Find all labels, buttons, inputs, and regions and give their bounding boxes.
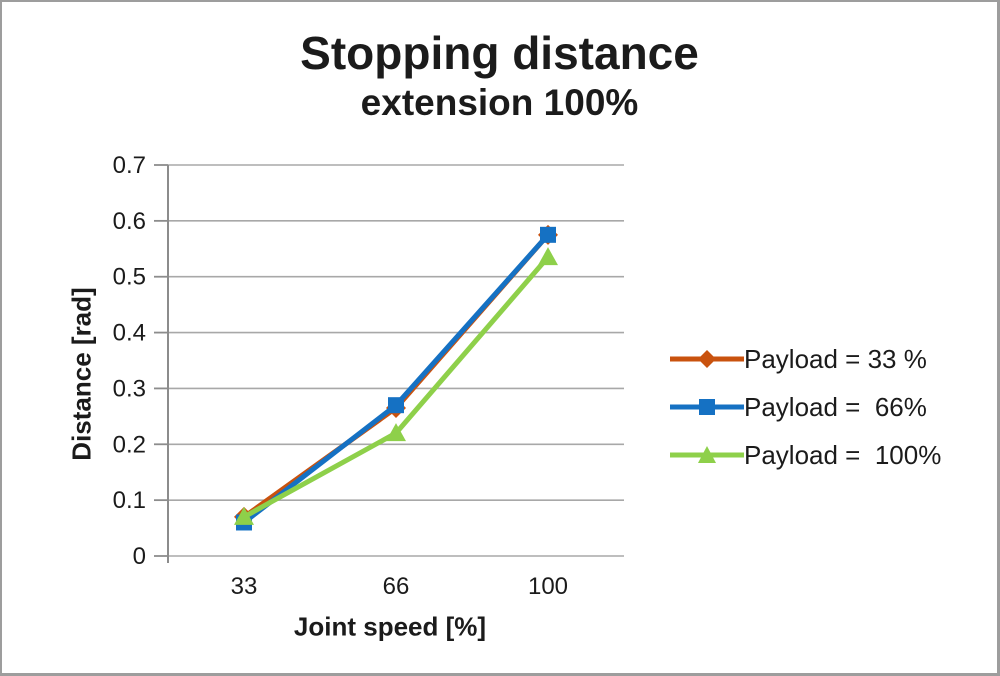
triangle-marker: [538, 247, 558, 266]
x-tick-label: 33: [231, 573, 258, 600]
legend-item: Payload = 66%: [670, 392, 941, 422]
triangle-marker: [234, 506, 254, 525]
y-tick-label: 0.3: [113, 375, 146, 402]
diamond-marker: [538, 224, 558, 245]
legend-triangle-marker: [698, 446, 716, 463]
legend-diamond-marker: [698, 350, 716, 368]
legend-square-swatch-icon: [670, 399, 744, 415]
legend-label: Payload = 100%: [744, 439, 942, 470]
y-tick-label: 0.4: [113, 320, 146, 347]
y-axis-title: Distance [rad]: [66, 287, 97, 461]
series-line-0: [242, 233, 550, 519]
y-tick-label: 0.5: [113, 264, 146, 291]
legend-diamond-swatch-icon: [670, 350, 744, 368]
series-line-1: [242, 233, 550, 525]
y-tick-label: 0.1: [113, 487, 146, 514]
series-line-2: [242, 255, 550, 520]
square-marker: [388, 397, 404, 414]
x-tick-label: 66: [383, 573, 410, 600]
square-marker: [236, 514, 252, 531]
diamond-marker: [234, 506, 254, 527]
chart-title: Stopping distance: [300, 27, 699, 79]
square-marker: [540, 226, 556, 243]
legend-square-marker: [699, 399, 715, 415]
legend-item: Payload = 33 %: [670, 344, 941, 374]
triangle-marker: [386, 423, 406, 442]
legend-label: Payload = 66%: [744, 391, 927, 422]
x-tick-label: 100: [528, 573, 568, 600]
legend-triangle-swatch-icon: [670, 446, 744, 463]
y-tick-label: 0.6: [113, 208, 146, 235]
y-tick-label: 0.7: [113, 152, 146, 179]
y-tick-label: 0.2: [113, 431, 146, 458]
diamond-marker: [386, 397, 406, 418]
y-tick-label: 0: [133, 543, 146, 570]
legend-label: Payload = 33 %: [744, 343, 927, 374]
x-axis-title: Joint speed [%]: [293, 611, 487, 642]
legend-item: Payload = 100%: [670, 440, 941, 470]
chart-subtitle: extension 100%: [360, 82, 639, 123]
legend: Payload = 33 % Payload = 66% Payload = 100…: [670, 344, 941, 470]
